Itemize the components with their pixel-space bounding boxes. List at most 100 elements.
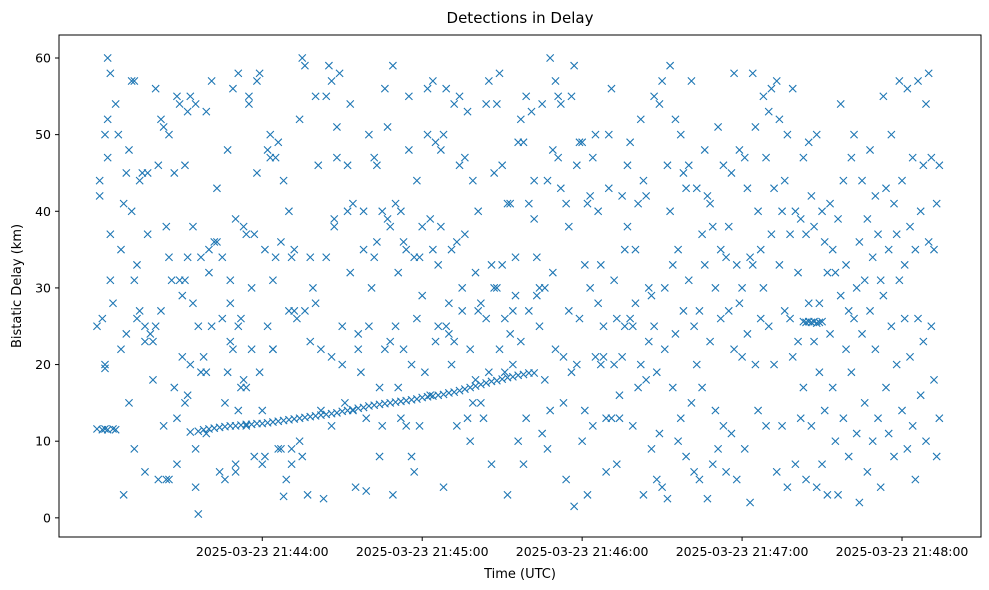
data-point	[892, 360, 901, 369]
data-point	[498, 161, 507, 170]
data-point	[276, 444, 285, 453]
data-point	[604, 130, 613, 139]
data-point	[628, 421, 637, 430]
data-point	[818, 460, 827, 469]
data-point	[751, 122, 760, 131]
data-point	[452, 421, 461, 430]
data-point	[290, 306, 299, 315]
data-point	[772, 76, 781, 85]
data-point	[319, 494, 328, 503]
data-point	[372, 161, 381, 170]
data-point	[895, 76, 904, 85]
x-axis-label: Time (UTC)	[483, 567, 556, 582]
data-point	[860, 276, 869, 285]
data-point	[407, 452, 416, 461]
data-point	[788, 352, 797, 361]
data-point	[634, 199, 643, 208]
data-point	[548, 145, 557, 154]
data-point	[295, 437, 304, 446]
data-point	[703, 494, 712, 503]
data-point	[402, 245, 411, 254]
data-point	[271, 153, 280, 162]
data-point	[143, 230, 152, 239]
data-point	[815, 368, 824, 377]
data-point	[738, 352, 747, 361]
data-point	[682, 452, 691, 461]
data-point	[802, 475, 811, 484]
data-point	[396, 414, 405, 423]
data-point	[908, 153, 917, 162]
data-point	[810, 222, 819, 231]
data-point	[460, 230, 469, 239]
data-point	[530, 214, 539, 223]
data-point	[188, 222, 197, 231]
data-point	[676, 130, 685, 139]
data-point	[140, 322, 149, 331]
data-point	[196, 253, 205, 262]
data-point	[348, 199, 357, 208]
data-point	[714, 122, 723, 131]
data-point	[932, 452, 941, 461]
data-point	[874, 230, 883, 239]
data-point	[359, 245, 368, 254]
data-point	[284, 207, 293, 216]
data-point	[794, 268, 803, 277]
data-point	[636, 360, 645, 369]
data-point	[748, 69, 757, 78]
data-point	[114, 130, 123, 139]
data-point	[482, 314, 491, 323]
data-point	[186, 360, 195, 369]
data-point	[676, 414, 685, 423]
data-point	[508, 306, 517, 315]
data-point	[274, 444, 283, 453]
data-point	[863, 467, 872, 476]
data-point	[522, 92, 531, 101]
data-point	[234, 69, 243, 78]
data-point	[492, 283, 501, 292]
data-point	[911, 475, 920, 484]
data-point	[823, 490, 832, 499]
data-point	[338, 360, 347, 369]
data-point	[290, 245, 299, 254]
data-point	[410, 467, 419, 476]
data-point	[271, 253, 280, 262]
data-point	[383, 122, 392, 131]
data-point	[556, 184, 565, 193]
data-point	[362, 414, 371, 423]
data-point	[132, 260, 141, 269]
data-point	[796, 214, 805, 223]
data-point	[916, 391, 925, 400]
data-point	[484, 368, 493, 377]
data-point	[671, 329, 680, 338]
data-point	[117, 245, 125, 254]
data-point	[868, 253, 877, 262]
data-point	[506, 199, 515, 208]
data-point	[706, 199, 715, 208]
data-point	[620, 322, 629, 331]
data-point	[482, 378, 491, 387]
data-point	[770, 360, 779, 369]
data-point	[143, 168, 152, 177]
data-point	[500, 314, 509, 323]
data-point	[858, 329, 867, 338]
data-point	[668, 383, 677, 392]
data-point	[447, 245, 456, 254]
data-point	[906, 352, 915, 361]
data-point	[428, 76, 437, 85]
data-point	[212, 237, 221, 246]
data-point	[714, 444, 723, 453]
data-point	[226, 337, 235, 346]
data-point	[207, 322, 216, 331]
data-point	[375, 383, 384, 392]
data-point	[799, 153, 808, 162]
data-point	[532, 253, 541, 262]
data-point	[202, 429, 211, 438]
data-point	[524, 199, 533, 208]
data-point	[244, 92, 253, 101]
data-point	[642, 191, 651, 200]
data-point	[252, 76, 261, 85]
data-point	[95, 191, 104, 200]
data-point	[140, 337, 149, 346]
data-point	[151, 322, 160, 331]
